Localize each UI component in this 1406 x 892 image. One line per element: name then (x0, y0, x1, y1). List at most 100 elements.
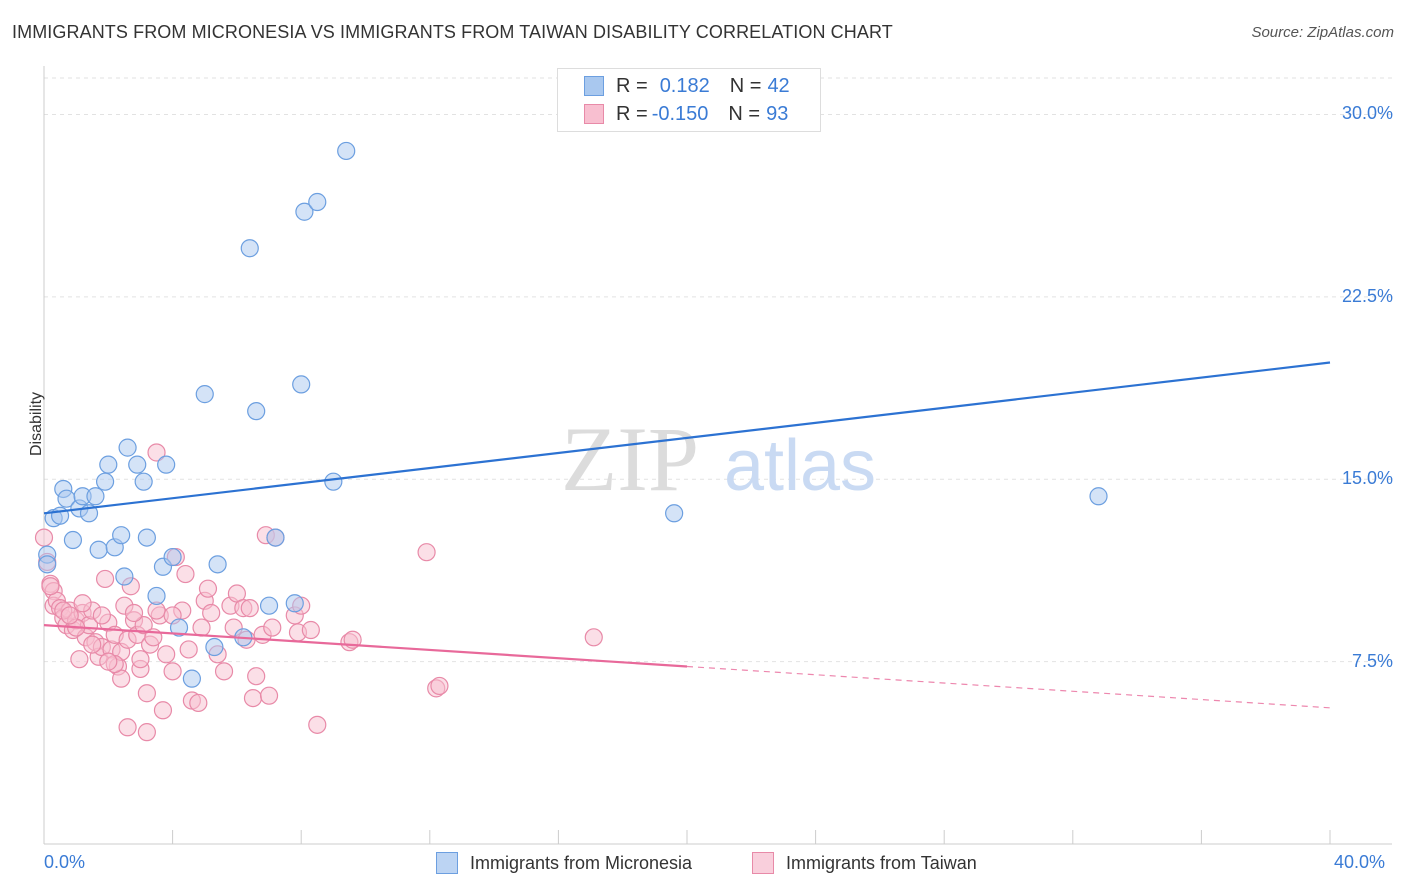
point-taiwan (137, 684, 156, 703)
y-tick-label: 15.0% (1341, 468, 1393, 489)
y-axis-label: Disability (28, 391, 45, 456)
point-micronesia (147, 586, 166, 606)
point-micronesia (208, 555, 227, 574)
point-taiwan (137, 723, 156, 742)
legend-swatch-taiwan (584, 104, 604, 124)
x-tick-label-min: 0.0% (44, 852, 86, 872)
point-micronesia (285, 594, 304, 613)
point-taiwan (214, 662, 234, 681)
legend-r-label: R = (616, 74, 648, 97)
point-micronesia (134, 472, 153, 491)
point-micronesia (137, 528, 156, 547)
point-taiwan (247, 667, 266, 686)
point-micronesia (259, 596, 279, 615)
point-micronesia (86, 487, 105, 506)
point-taiwan (41, 577, 60, 596)
y-tick-label: 7.5% (1351, 650, 1393, 671)
point-taiwan (417, 543, 436, 562)
point-micronesia (295, 202, 314, 221)
point-micronesia (169, 618, 189, 637)
bottom-legend-label-taiwan: Immigrants from Taiwan (786, 852, 977, 873)
point-taiwan (99, 652, 118, 671)
point-micronesia (112, 526, 131, 545)
point-taiwan (163, 662, 182, 681)
legend-n-label: N = (729, 74, 762, 97)
x-tick-label-max: 40.0% (1334, 852, 1386, 872)
point-taiwan (430, 676, 449, 696)
bottom-legend-micronesia: Immigrants from Micronesia (436, 852, 692, 874)
point-taiwan (95, 569, 115, 589)
point-taiwan (202, 603, 221, 623)
point-micronesia (1089, 487, 1108, 506)
point-micronesia (240, 239, 259, 258)
point-micronesia (99, 455, 118, 474)
point-taiwan (118, 718, 137, 737)
correlation-legend: R = 0.182 N = 42 R = -0.150 N = 93 (557, 68, 821, 132)
watermark-atlas: atlas (724, 426, 876, 506)
point-micronesia (157, 455, 176, 474)
point-taiwan (83, 635, 102, 654)
legend-n-value: 93 (766, 102, 789, 125)
point-taiwan (134, 616, 153, 635)
grid-lines (44, 77, 1392, 663)
point-taiwan (34, 528, 54, 547)
point-micronesia (182, 669, 201, 688)
point-taiwan (179, 640, 198, 659)
point-taiwan (189, 693, 208, 713)
point-micronesia (195, 385, 214, 404)
bottom-legend-taiwan: Immigrants from Taiwan (752, 852, 977, 874)
point-taiwan (92, 606, 111, 625)
point-micronesia (337, 141, 356, 161)
bottom-legend-label-micronesia: Immigrants from Micronesia (470, 852, 693, 873)
point-taiwan (243, 688, 263, 708)
point-micronesia (665, 504, 684, 523)
point-micronesia (292, 375, 311, 394)
legend-row-taiwan: R = -0.150 N = 93 (584, 101, 788, 127)
point-taiwan (198, 579, 218, 598)
point-taiwan (124, 603, 144, 623)
legend-r-label: R = (616, 102, 648, 125)
point-taiwan (259, 686, 279, 705)
point-micronesia (266, 528, 285, 547)
point-taiwan (60, 606, 79, 625)
point-taiwan (584, 628, 603, 647)
legend-n-label: N = (728, 102, 761, 125)
point-micronesia (115, 567, 134, 586)
trendline-taiwan-extension (686, 665, 1331, 709)
point-taiwan (131, 650, 150, 669)
point-micronesia (324, 472, 343, 491)
point-micronesia (63, 530, 83, 550)
point-taiwan (153, 701, 173, 720)
source-credit: Source: ZipAtlas.com (1251, 24, 1394, 41)
y-tick-label: 30.0% (1341, 103, 1393, 124)
watermark-zip: ZIP (561, 408, 699, 510)
legend-row-micronesia: R = 0.182 N = 42 (584, 73, 790, 99)
legend-r-value: 0.182 (659, 74, 710, 97)
bottom-legend-swatch-micronesia (436, 852, 458, 874)
legend-n-value: 42 (767, 74, 790, 97)
trendline-taiwan (43, 624, 688, 668)
point-micronesia (128, 455, 147, 474)
chart-title: IMMIGRANTS FROM MICRONESIA VS IMMIGRANTS… (12, 22, 893, 42)
point-taiwan (73, 594, 92, 613)
point-micronesia (163, 547, 182, 567)
point-taiwan (301, 620, 320, 640)
legend-r-value: -0.150 (651, 102, 709, 125)
point-micronesia (118, 438, 137, 457)
bottom-legend-swatch-taiwan (752, 852, 774, 874)
point-micronesia (89, 540, 108, 559)
y-tick-label: 22.5% (1341, 285, 1393, 306)
point-micronesia (205, 637, 224, 657)
axes (43, 66, 1392, 845)
trendline-micronesia (43, 361, 1331, 515)
point-taiwan (192, 618, 211, 637)
point-taiwan (263, 618, 282, 637)
series-micronesia-points (38, 141, 1108, 688)
point-micronesia (308, 192, 327, 212)
point-taiwan (176, 564, 195, 584)
legend-swatch-micronesia (584, 76, 604, 96)
point-taiwan (147, 443, 166, 462)
series-taiwan-points (34, 443, 603, 742)
point-taiwan (70, 650, 89, 669)
point-micronesia (95, 472, 115, 491)
